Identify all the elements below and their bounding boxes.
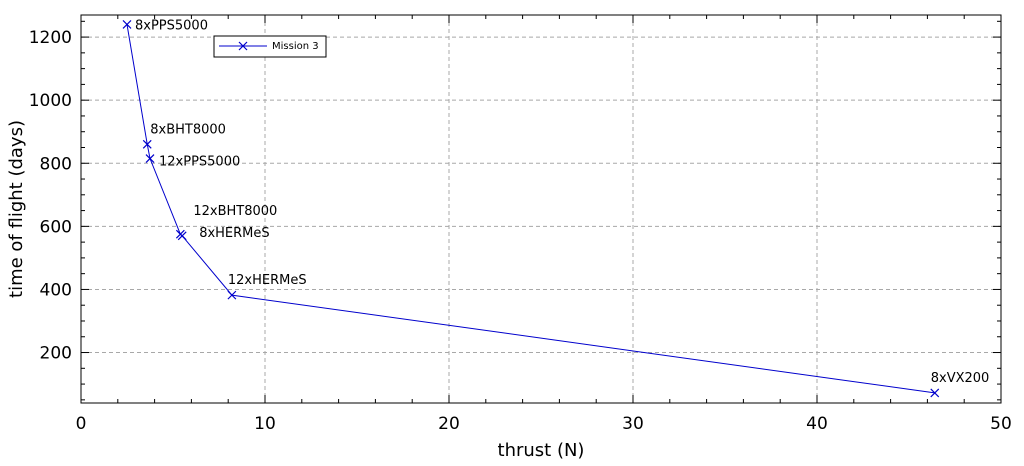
marker-stroke bbox=[177, 231, 187, 241]
data-point bbox=[145, 154, 155, 163]
marker-stroke bbox=[122, 20, 132, 29]
x-tick-labels: 0 10 20 30 40 50 bbox=[76, 414, 1012, 434]
data-point bbox=[122, 20, 132, 29]
data-point bbox=[177, 231, 187, 241]
data-label: 12xPPS5000 bbox=[159, 155, 240, 170]
marker-stroke bbox=[142, 139, 152, 149]
plot-frame bbox=[80, 14, 1002, 404]
y-tick-label: 1200 bbox=[29, 28, 72, 48]
y-tick-labels: 200 400 600 800 1000 1200 bbox=[29, 28, 72, 363]
legend-marker-x bbox=[238, 41, 248, 51]
data-label: 8xPPS5000 bbox=[135, 18, 208, 33]
x-tick-label: 40 bbox=[806, 414, 828, 434]
data-label: 8xBHT8000 bbox=[150, 122, 226, 137]
data-point bbox=[227, 290, 237, 300]
x-tick-label: 20 bbox=[438, 414, 460, 434]
x-tick-label: 30 bbox=[622, 414, 644, 434]
marker-stroke bbox=[227, 290, 237, 300]
y-tick-label: 200 bbox=[40, 344, 72, 364]
data-label: 12xBHT8000 bbox=[193, 204, 277, 219]
data-label: 8xVX200 bbox=[931, 371, 990, 386]
legend-marker bbox=[238, 41, 248, 51]
data-label: 12xHERMeS bbox=[228, 273, 307, 288]
y-tick-label: 400 bbox=[40, 280, 72, 300]
y-axis-label: time of flight (days) bbox=[6, 120, 27, 298]
marker-stroke bbox=[145, 154, 155, 163]
grid bbox=[81, 15, 1001, 403]
data-label: 8xHERMeS bbox=[199, 226, 269, 241]
x-tick-label: 10 bbox=[254, 414, 276, 434]
legend: Mission 3 bbox=[213, 35, 327, 58]
x-tick-label: 50 bbox=[990, 414, 1012, 434]
data-point bbox=[930, 388, 940, 398]
x-axis-label: thrust (N) bbox=[498, 440, 585, 461]
legend-box bbox=[213, 35, 327, 58]
y-tick-label: 800 bbox=[40, 154, 72, 174]
data-point bbox=[142, 139, 152, 149]
series-mission-3: 8xPPS5000 8xBHT8000 12xPPS5000 12xBHT8000 8x… bbox=[122, 18, 990, 398]
legend-entry-label: Mission 3 bbox=[272, 41, 319, 52]
x-tick-label: 0 bbox=[76, 414, 87, 434]
marker-stroke bbox=[238, 41, 248, 51]
y-tick-label: 600 bbox=[40, 217, 72, 237]
marker-stroke bbox=[930, 388, 940, 398]
y-tick-label: 1000 bbox=[29, 91, 72, 111]
